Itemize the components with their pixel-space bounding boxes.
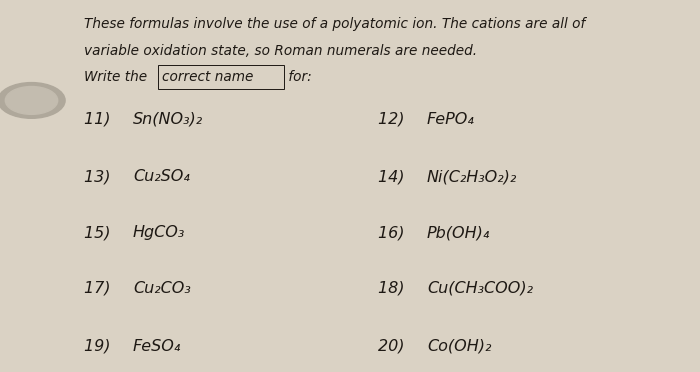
Text: Cu₂CO₃: Cu₂CO₃ <box>133 281 190 296</box>
Circle shape <box>0 83 65 118</box>
Text: Pb(OH)₄: Pb(OH)₄ <box>427 225 490 240</box>
Text: for:: for: <box>284 70 312 84</box>
Text: FePO₄: FePO₄ <box>427 112 475 126</box>
Text: Co(OH)₂: Co(OH)₂ <box>427 339 491 353</box>
Text: Sn(NO₃)₂: Sn(NO₃)₂ <box>133 112 203 126</box>
Text: HgCO₃: HgCO₃ <box>133 225 186 240</box>
Text: 16): 16) <box>378 225 409 240</box>
Text: 12): 12) <box>378 112 409 126</box>
Text: variable oxidation state, so Roman numerals are needed.: variable oxidation state, so Roman numer… <box>84 44 477 58</box>
Text: 13): 13) <box>84 169 116 184</box>
Text: 19): 19) <box>84 339 116 353</box>
Circle shape <box>6 87 57 114</box>
Text: 18): 18) <box>378 281 409 296</box>
Text: 20): 20) <box>378 339 409 353</box>
Text: Write the: Write the <box>84 70 151 84</box>
Text: 17): 17) <box>84 281 116 296</box>
Text: 14): 14) <box>378 169 409 184</box>
Text: Cu(CH₃COO)₂: Cu(CH₃COO)₂ <box>427 281 533 296</box>
Text: Ni(C₂H₃O₂)₂: Ni(C₂H₃O₂)₂ <box>427 169 517 184</box>
Text: These formulas involve the use of a polyatomic ion. The cations are all of: These formulas involve the use of a poly… <box>84 17 585 31</box>
Text: 15): 15) <box>84 225 116 240</box>
Text: FeSO₄: FeSO₄ <box>133 339 181 353</box>
Text: correct name: correct name <box>162 70 253 84</box>
Text: Cu₂SO₄: Cu₂SO₄ <box>133 169 190 184</box>
Text: 11): 11) <box>84 112 116 126</box>
